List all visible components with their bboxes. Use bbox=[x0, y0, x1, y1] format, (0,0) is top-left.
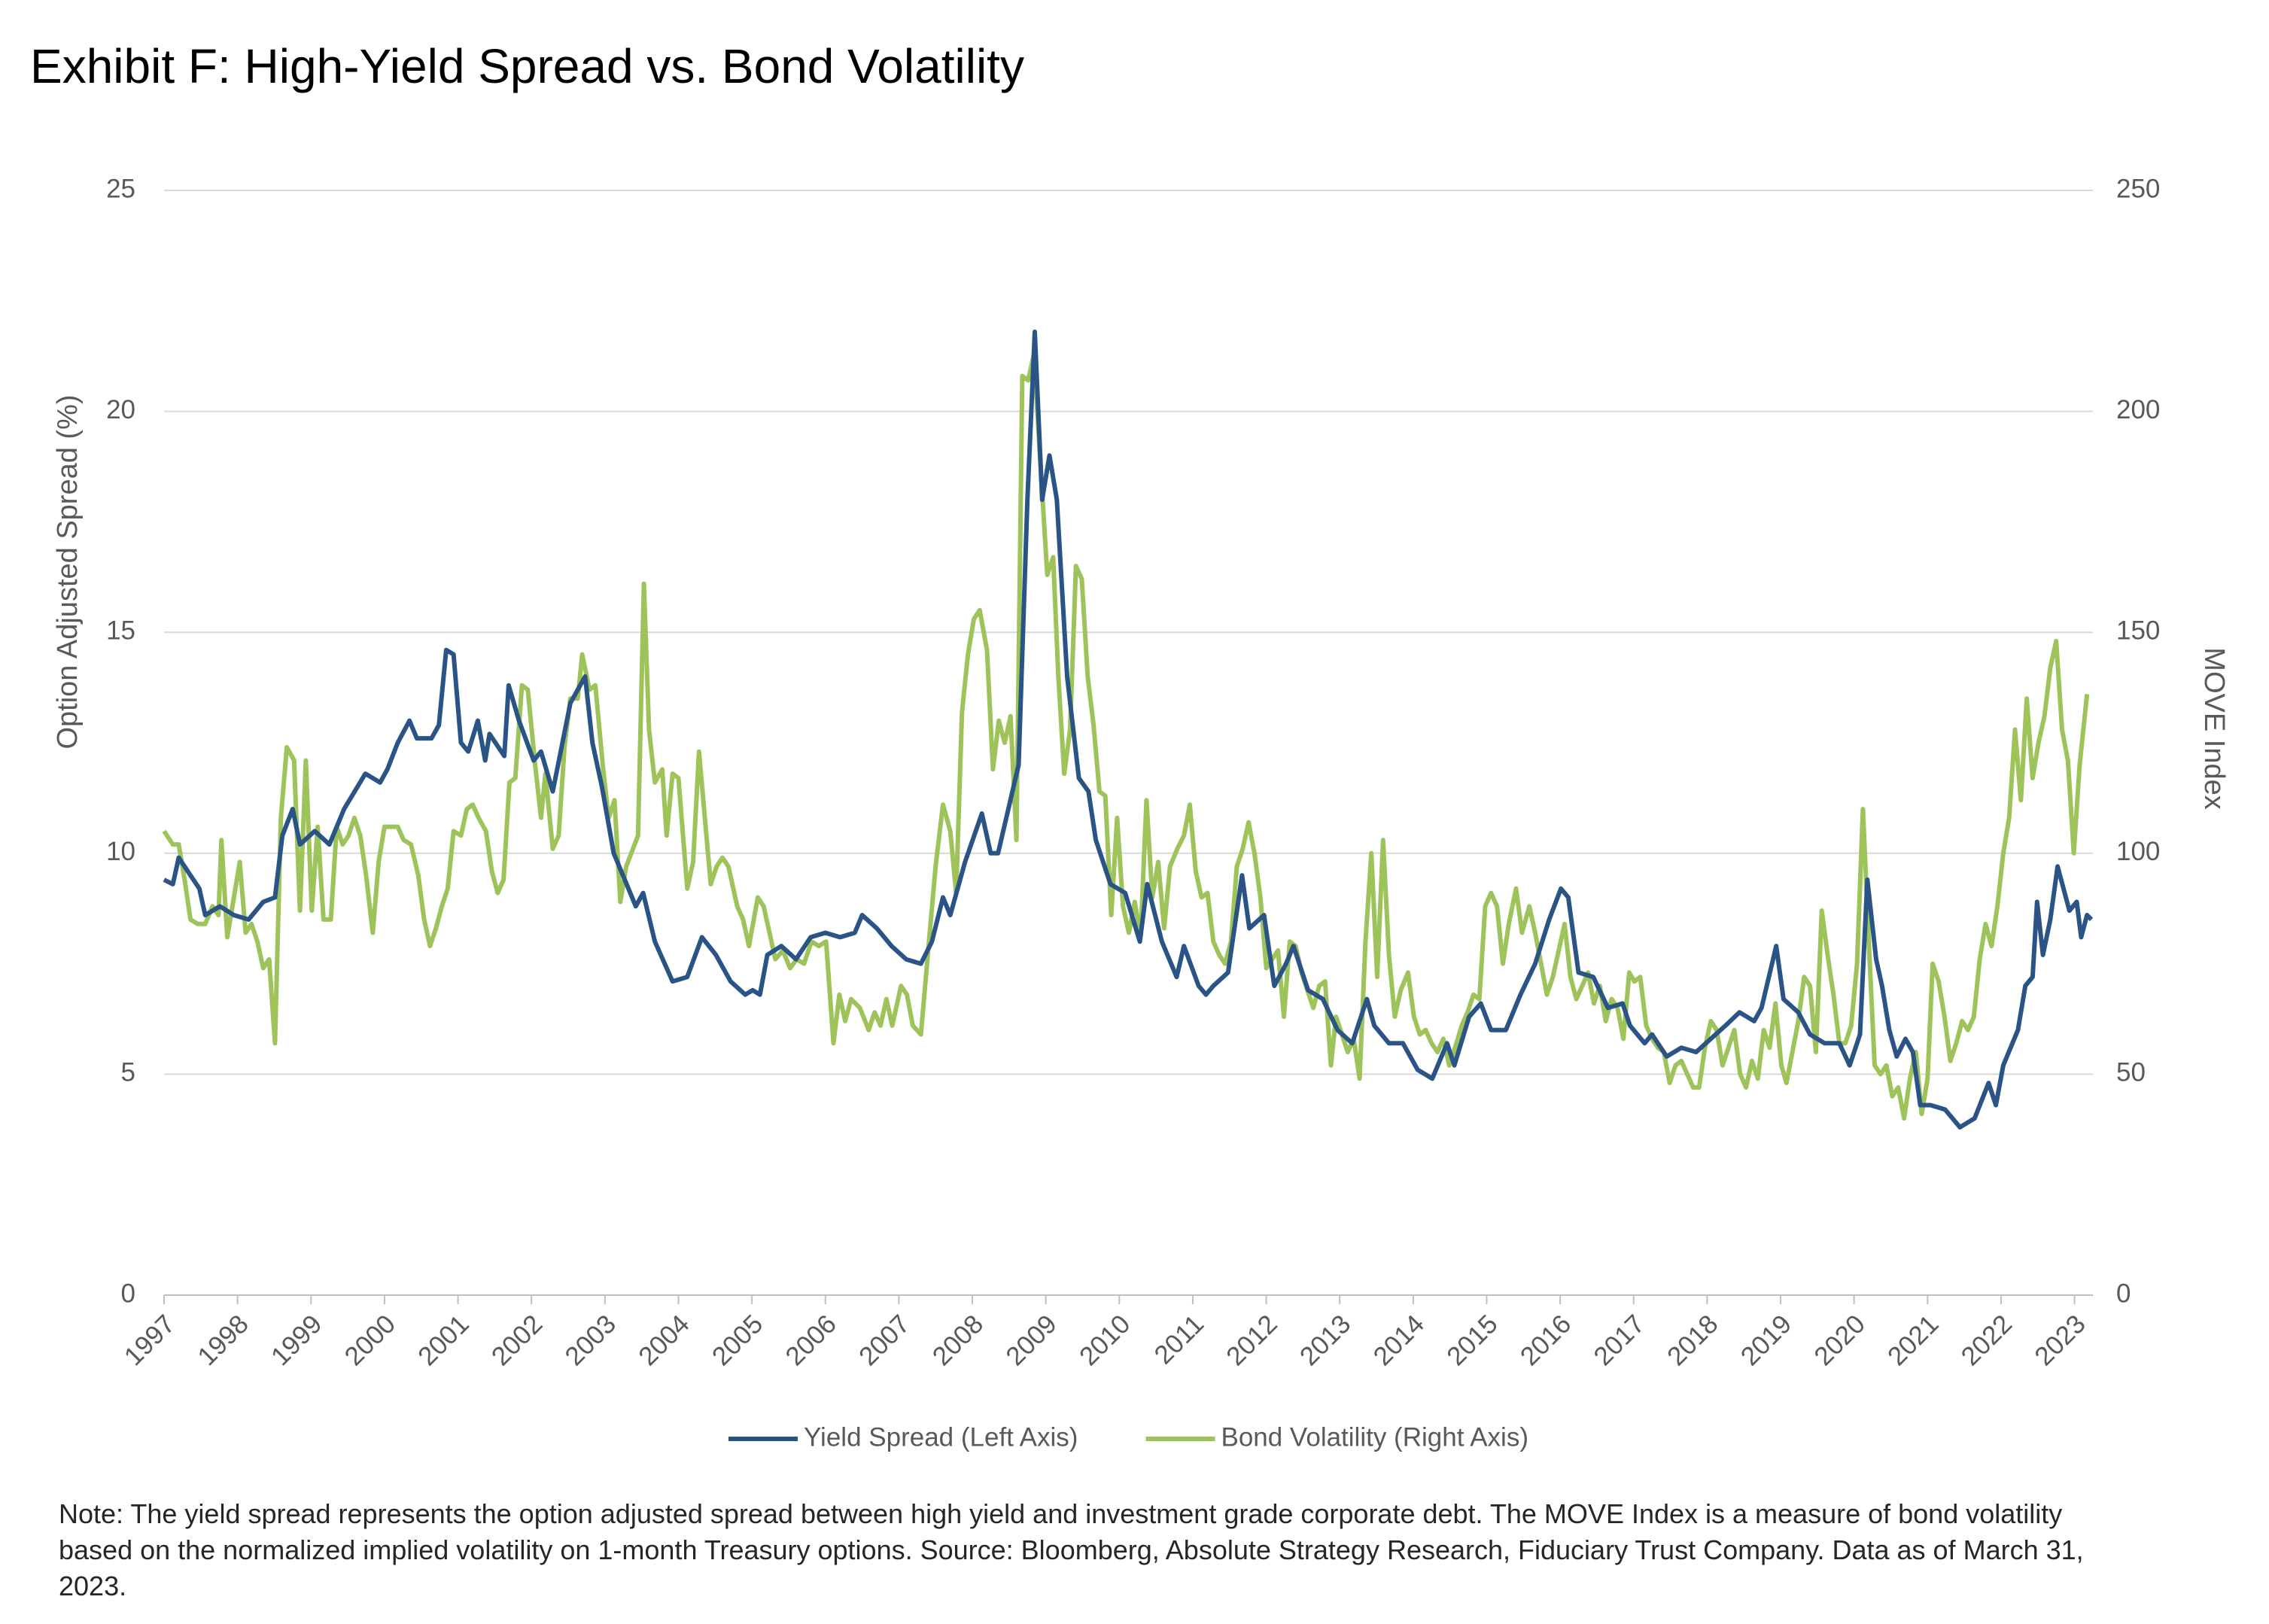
x-tick-label: 1998 bbox=[192, 1309, 254, 1372]
x-tick-label: 2022 bbox=[1956, 1309, 2018, 1372]
x-tick-label: 2023 bbox=[2029, 1309, 2091, 1372]
y2-axis-label: MOVE Index bbox=[2198, 647, 2230, 809]
x-tick-label: 1997 bbox=[119, 1309, 181, 1372]
x-tick-label: 2000 bbox=[339, 1309, 401, 1372]
chart-title: Exhibit F: High-Yield Spread vs. Bond Vo… bbox=[30, 39, 1024, 93]
x-tick-label: 2009 bbox=[1000, 1309, 1063, 1372]
y2-tick-label: 100 bbox=[2116, 837, 2160, 866]
chart: Exhibit F: High-Yield Spread vs. Bond Vo… bbox=[30, 39, 2230, 1452]
y-tick-label: 25 bbox=[106, 174, 135, 203]
y2-tick-label: 250 bbox=[2116, 174, 2160, 203]
y-tick-label: 15 bbox=[106, 616, 135, 645]
y-tick-label: 20 bbox=[106, 395, 135, 424]
x-tick-label: 2008 bbox=[927, 1309, 990, 1372]
x-tick-label: 2018 bbox=[1662, 1309, 1724, 1372]
x-tick-label: 2021 bbox=[1882, 1309, 1945, 1372]
x-tick-label: 2019 bbox=[1735, 1309, 1798, 1372]
y2-tick-label: 150 bbox=[2116, 616, 2160, 645]
y-axis-label: Option Adjusted Spread (%) bbox=[52, 394, 84, 749]
x-tick-label: 2007 bbox=[853, 1309, 916, 1372]
x-tick-label: 2010 bbox=[1074, 1309, 1136, 1372]
y2-tick-label: 0 bbox=[2116, 1279, 2131, 1308]
note: Note: The yield spread represents the op… bbox=[59, 1498, 2084, 1601]
x-tick-label: 2015 bbox=[1441, 1309, 1504, 1372]
x-tick-label: 2001 bbox=[412, 1309, 475, 1372]
legend-label: Yield Spread (Left Axis) bbox=[804, 1422, 1078, 1452]
x-tick-label: 2002 bbox=[486, 1309, 549, 1372]
x-tick-label: 2012 bbox=[1221, 1309, 1283, 1372]
y-tick-label: 5 bbox=[121, 1058, 135, 1087]
x-tick-label: 2004 bbox=[633, 1309, 695, 1372]
x-tick-label: 2020 bbox=[1808, 1309, 1871, 1372]
y-tick-label: 10 bbox=[106, 837, 135, 866]
series-line bbox=[163, 329, 2094, 1130]
y-tick-label: 0 bbox=[121, 1279, 135, 1308]
x-tick-label: 2014 bbox=[1367, 1309, 1430, 1372]
series-line bbox=[162, 351, 2090, 1121]
x-tick-label: 2017 bbox=[1588, 1309, 1650, 1372]
x-tick-label: 2016 bbox=[1515, 1309, 1577, 1372]
x-tick-label: 2006 bbox=[780, 1309, 842, 1372]
x-tick-label: 2011 bbox=[1148, 1309, 1209, 1370]
x-tick-label: 2005 bbox=[707, 1309, 769, 1372]
x-tick-label: 2003 bbox=[559, 1309, 622, 1372]
y2-tick-label: 50 bbox=[2116, 1058, 2146, 1087]
legend-label: Bond Volatility (Right Axis) bbox=[1221, 1422, 1528, 1452]
x-tick-label: 1999 bbox=[266, 1309, 328, 1372]
y2-tick-label: 200 bbox=[2116, 395, 2160, 424]
x-tick-label: 2013 bbox=[1294, 1309, 1357, 1372]
